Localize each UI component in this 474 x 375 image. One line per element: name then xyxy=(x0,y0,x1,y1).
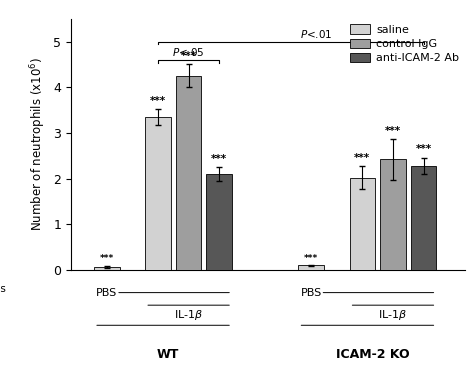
Bar xyxy=(94,267,119,270)
Text: PBS: PBS xyxy=(96,288,118,298)
Text: ***: *** xyxy=(181,51,197,61)
Bar xyxy=(411,166,437,270)
Bar xyxy=(380,159,406,270)
Text: ***: *** xyxy=(416,144,432,154)
Bar xyxy=(349,178,375,270)
Text: ***: *** xyxy=(304,254,319,263)
Text: IL-1$\beta$: IL-1$\beta$ xyxy=(174,308,203,322)
Y-axis label: Number of neutrophils (x10$^6$): Number of neutrophils (x10$^6$) xyxy=(28,57,48,231)
Text: ***: *** xyxy=(150,96,166,105)
Bar xyxy=(145,117,171,270)
Text: $\it{P}$<.05: $\it{P}$<.05 xyxy=(173,46,205,58)
Text: ***: *** xyxy=(354,153,370,163)
Text: ICAM-2 KO: ICAM-2 KO xyxy=(336,348,410,361)
Text: IL-1$\beta$: IL-1$\beta$ xyxy=(378,308,408,322)
Bar xyxy=(299,266,324,270)
Text: PBS: PBS xyxy=(301,288,322,298)
Bar xyxy=(207,174,232,270)
Bar xyxy=(176,76,201,270)
Text: ***: *** xyxy=(385,126,401,136)
Text: WT: WT xyxy=(157,348,179,361)
Text: ***: *** xyxy=(100,254,114,263)
Text: i.s: i.s xyxy=(0,284,6,294)
Text: ***: *** xyxy=(211,154,228,164)
Text: $\it{P}$<.01: $\it{P}$<.01 xyxy=(300,28,333,40)
Legend: saline, control IgG, anti-ICAM-2 Ab: saline, control IgG, anti-ICAM-2 Ab xyxy=(350,24,459,63)
